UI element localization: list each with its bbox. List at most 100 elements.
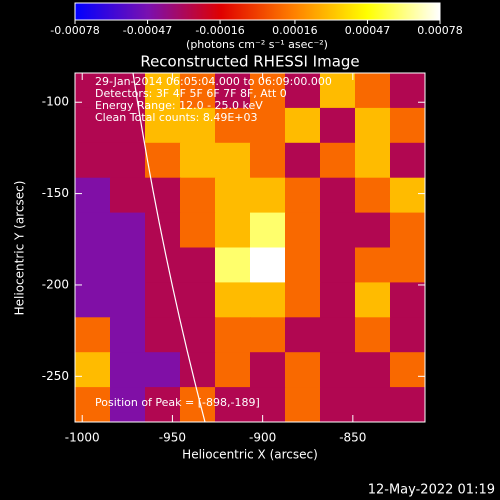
- heatmap: [75, 73, 425, 422]
- heatmap-cell: [250, 317, 286, 353]
- heatmap-cell: [110, 177, 146, 214]
- heatmap-cell: [180, 282, 216, 318]
- heatmap-cell: [250, 73, 286, 109]
- heatmap-cell: [320, 142, 356, 179]
- heatmap-cell: [215, 352, 251, 388]
- heatmap-cell: [250, 107, 286, 144]
- heatmap-cell: [390, 317, 425, 353]
- heatmap-cell: [75, 177, 111, 214]
- heatmap-cell: [75, 247, 111, 283]
- y-tick-label: -200: [42, 277, 69, 291]
- heatmap-cell: [390, 107, 425, 144]
- heatmap-cell: [215, 212, 251, 248]
- heatmap-cell: [250, 212, 286, 248]
- heatmap-cell: [320, 73, 356, 109]
- colorbar-tick-label: -0.00016: [195, 24, 244, 37]
- x-tick-label: -850: [339, 431, 366, 445]
- heatmap-cell: [145, 247, 181, 283]
- heatmap-cell: [180, 73, 216, 109]
- heatmap-cell: [250, 177, 286, 214]
- heatmap-cell: [110, 282, 146, 318]
- heatmap-cell: [75, 317, 111, 353]
- colorbar-tick-label: 0.00047: [345, 24, 391, 37]
- colorbar-tick-label: 0.00078: [417, 24, 463, 37]
- heatmap-cell: [250, 352, 286, 388]
- heatmap-cell: [320, 177, 356, 214]
- solar-limb: [132, 73, 206, 422]
- heatmap-cell: [355, 282, 391, 318]
- heatmap-cell: [250, 142, 286, 179]
- heatmap-cell: [110, 73, 146, 109]
- y-tick-label: -100: [42, 95, 69, 109]
- heatmap-cell: [250, 247, 286, 283]
- heatmap-cell: [75, 107, 111, 144]
- y-axis-label: Heliocentric Y (arcsec): [13, 181, 27, 316]
- heatmap-cell: [285, 352, 321, 388]
- heatmap-cell: [215, 142, 251, 179]
- annotation: 29-Jan-2014 06:05:04.000 to 06:09:00.000: [95, 75, 332, 88]
- heatmap-cell: [110, 317, 146, 353]
- heatmap-cell: [285, 73, 321, 109]
- heatmap-cell: [320, 282, 356, 318]
- heatmap-cell: [320, 247, 356, 283]
- heatmap-cell: [285, 177, 321, 214]
- colorbar: [74, 2, 441, 21]
- heatmap-cell: [180, 142, 216, 179]
- heatmap-cell: [180, 352, 216, 388]
- heatmap-cell: [285, 142, 321, 179]
- colorbar-tick-label: -0.00078: [50, 24, 99, 37]
- heatmap-cell: [145, 142, 181, 179]
- heatmap-cell: [320, 387, 356, 422]
- heatmap-cell: [215, 317, 251, 353]
- colorbar-label: (photons cm⁻² s⁻¹ asec⁻²): [186, 38, 328, 51]
- heatmap-cell: [320, 107, 356, 144]
- peak-label: Position of Peak = [-898,-189]: [95, 396, 260, 409]
- heatmap-cell: [145, 387, 181, 422]
- heatmap-cell: [180, 177, 216, 214]
- heatmap-cell: [390, 387, 425, 422]
- heatmap-cell: [355, 107, 391, 144]
- heatmap-cell: [215, 282, 251, 318]
- plot-frame: [74, 72, 426, 423]
- x-tick-label: -1000: [65, 431, 100, 445]
- heatmap-cell: [180, 212, 216, 248]
- heatmap-cell: [355, 142, 391, 179]
- heatmap-cell: [110, 387, 146, 422]
- heatmap-cell: [355, 317, 391, 353]
- heatmap-cell: [390, 212, 425, 248]
- heatmap-cell: [390, 282, 425, 318]
- heatmap-cell: [390, 352, 425, 388]
- heatmap-cell: [250, 387, 286, 422]
- colorbar-tick-label: 0.00016: [272, 24, 318, 37]
- heatmap-cell: [320, 317, 356, 353]
- heatmap-cell: [285, 387, 321, 422]
- heatmap-cell: [180, 317, 216, 353]
- colorbar-tick-label: -0.00047: [123, 24, 172, 37]
- chart-title: Reconstructed RHESSI Image: [140, 53, 359, 71]
- heatmap-cell: [110, 247, 146, 283]
- heatmap-cell: [215, 247, 251, 283]
- heatmap-cell: [390, 73, 425, 109]
- heatmap-cell: [250, 282, 286, 318]
- heatmap-cell: [355, 177, 391, 214]
- heatmap-cell: [285, 212, 321, 248]
- heatmap-cell: [180, 247, 216, 283]
- heatmap-cell: [145, 177, 181, 214]
- heatmap-cell: [285, 317, 321, 353]
- heatmap-cell: [75, 282, 111, 318]
- heatmap-cell: [110, 212, 146, 248]
- heatmap-cell: [110, 142, 146, 179]
- heatmap-cell: [355, 212, 391, 248]
- heatmap-cell: [320, 212, 356, 248]
- y-tick-label: -150: [42, 186, 69, 200]
- heatmap-cell: [215, 73, 251, 109]
- heatmap-cell: [285, 247, 321, 283]
- annotation: Energy Range: 12.0 - 25.0 keV: [95, 99, 263, 112]
- heatmap-cell: [390, 142, 425, 179]
- footer: 12-May-2022 01:19: [368, 483, 495, 498]
- heatmap-cell: [215, 387, 251, 422]
- heatmap-cell: [285, 282, 321, 318]
- y-tick-label: -250: [42, 369, 69, 383]
- heatmap-cell: [215, 107, 251, 144]
